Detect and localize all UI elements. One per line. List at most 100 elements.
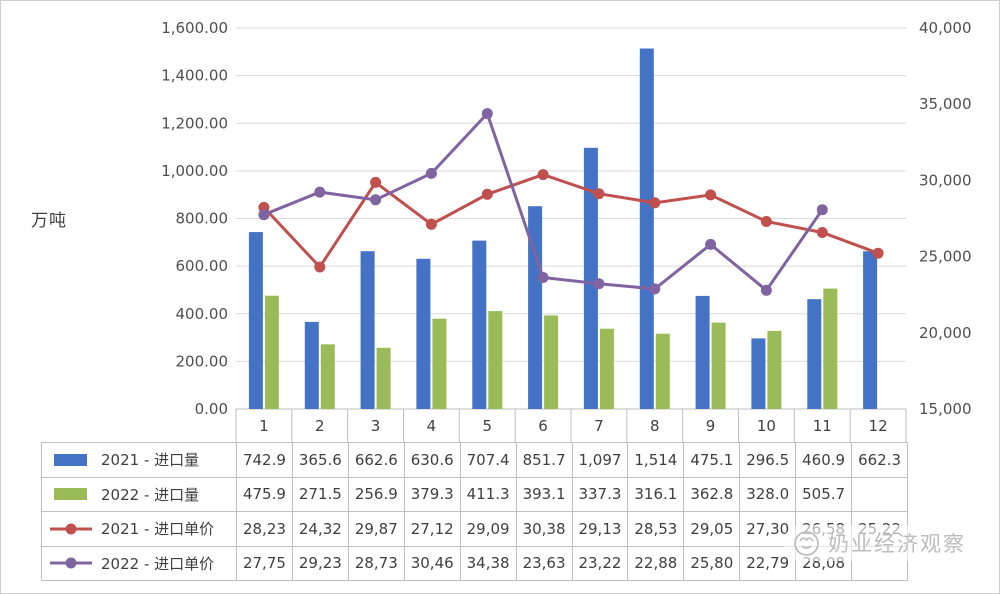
left-axis-tick-label: 1,400.00 <box>161 67 228 85</box>
x-axis-category-label: 10 <box>757 417 776 435</box>
bar-2021 - 进口量 <box>751 338 766 409</box>
bar-2021 - 进口量 <box>360 251 375 409</box>
watermark: 奶业经济观察 <box>783 525 976 561</box>
table-cell: 328.0 <box>740 477 797 512</box>
table-cell: 707.4 <box>460 443 517 478</box>
bar-2021 - 进口量 <box>248 232 263 409</box>
legend-key-cell: 2021 - 进口量 <box>42 443 237 478</box>
table-cell: 742.9 <box>237 443 293 478</box>
point-2022 - 进口单价 <box>425 167 437 179</box>
x-axis-category-label: 9 <box>706 417 716 435</box>
bar-2022 - 进口量 <box>823 288 838 409</box>
table-cell: 662.3 <box>852 443 908 478</box>
bar-2021 - 进口量 <box>807 299 822 409</box>
bar-2021 - 进口量 <box>304 321 319 409</box>
x-axis-category-label: 12 <box>869 417 888 435</box>
table-row: 2022 - 进口单价 27,75 29,23 28,73 30,46 34,38 23,6… <box>42 546 908 581</box>
table-cell: 22,88 <box>628 546 685 581</box>
x-axis-category-label: 4 <box>427 417 437 435</box>
table-cell: 630.6 <box>404 443 461 478</box>
table-cell: 337.3 <box>572 477 629 512</box>
table-cell: 1,097 <box>572 443 629 478</box>
table-cell: 29,23 <box>292 546 349 581</box>
bar-2021 - 进口量 <box>863 251 878 409</box>
point-2022 - 进口单价 <box>314 186 326 198</box>
point-2022 - 进口单价 <box>649 283 661 295</box>
table-cell: 256.9 <box>348 477 405 512</box>
table-row: 2022 - 进口量 475.9 271.5 256.9 379.3 411.3 393.1… <box>42 477 908 512</box>
left-axis-tick-label: 1,600.00 <box>161 19 228 37</box>
bar-2022 - 进口量 <box>264 295 279 409</box>
bar-2022 - 进口量 <box>767 330 782 409</box>
table-row: 2021 - 进口量 742.9 365.6 662.6 630.6 707.4 851.7… <box>42 443 908 478</box>
table-row: 2021 - 进口单价 28,23 24,32 29,87 27,12 29,09 30,3… <box>42 512 908 547</box>
table-cell: 29,05 <box>684 512 741 547</box>
x-axis-category-label: 8 <box>650 417 660 435</box>
watermark-text: 奶业经济观察 <box>828 532 966 556</box>
table-cell: 505.7 <box>796 477 853 512</box>
table-cell: 362.8 <box>684 477 741 512</box>
table-cell: 34,38 <box>460 546 517 581</box>
bar-2021 - 进口量 <box>583 147 598 410</box>
point-2021 - 进口单价 <box>872 247 884 259</box>
table-cell: 29,87 <box>348 512 405 547</box>
point-2022 - 进口单价 <box>760 284 772 296</box>
table-cell: 393.1 <box>516 477 573 512</box>
point-2021 - 进口单价 <box>816 227 828 238</box>
right-axis-tick-label: 30,000 <box>919 171 972 189</box>
bar-2022 - 进口量 <box>544 315 559 409</box>
table-cell: 296.5 <box>740 443 797 478</box>
left-axis-tick-label: 800.00 <box>176 210 229 228</box>
left-axis-tick-label: 200.00 <box>176 352 229 370</box>
y-axis-unit-label: 万吨 <box>31 211 67 231</box>
table-cell: 316.1 <box>628 477 685 512</box>
legend-key-cell: 2021 - 进口单价 <box>42 512 237 547</box>
bar-2021 - 进口量 <box>416 258 431 409</box>
point-2021 - 进口单价 <box>593 188 605 200</box>
table-cell: 28,73 <box>348 546 405 581</box>
point-2021 - 进口单价 <box>314 261 326 273</box>
table-cell: 22,79 <box>740 546 797 581</box>
table-cell: 411.3 <box>460 477 517 512</box>
left-axis-tick-label: 0.00 <box>195 400 228 418</box>
bar-2022 - 进口量 <box>655 333 670 409</box>
right-axis-tick-label: 40,000 <box>919 19 972 37</box>
bar-2021 - 进口量 <box>528 206 543 409</box>
bar-legend-marker-icon <box>54 453 87 466</box>
table-cell: 23,22 <box>572 546 629 581</box>
point-2022 - 进口单价 <box>258 209 270 221</box>
table-cell: 271.5 <box>292 477 349 512</box>
legend-label: 2021 - 进口单价 <box>101 520 215 539</box>
point-2021 - 进口单价 <box>705 189 717 201</box>
right-axis-tick-label: 20,000 <box>919 324 972 342</box>
left-axis-tick-label: 1,200.00 <box>161 114 228 132</box>
table-cell: 379.3 <box>404 477 461 512</box>
x-axis-category-label: 3 <box>371 417 381 435</box>
bar-2021 - 进口量 <box>472 240 487 409</box>
x-axis-category-label: 6 <box>538 417 548 435</box>
line-legend-marker-icon <box>50 557 92 569</box>
point-2022 - 进口单价 <box>370 194 382 206</box>
table-cell: 24,32 <box>292 512 349 547</box>
x-axis-category-label: 7 <box>594 417 604 435</box>
legend-key-cell: 2022 - 进口量 <box>42 477 237 512</box>
watermark-logo-icon <box>794 530 819 556</box>
bar-2021 - 进口量 <box>695 295 710 409</box>
right-axis-tick-label: 35,000 <box>919 95 972 113</box>
table-cell <box>852 546 908 581</box>
x-axis-category-label: 1 <box>259 417 269 435</box>
point-2021 - 进口单价 <box>370 176 382 188</box>
point-2021 - 进口单价 <box>760 216 772 227</box>
table-cell: 1,514 <box>628 443 685 478</box>
table-cell: 460.9 <box>796 443 853 478</box>
bar-2022 - 进口量 <box>432 318 447 409</box>
point-2021 - 进口单价 <box>649 197 661 209</box>
combo-chart: 0.00 200.00 400.00 600.00 800.00 1,000.00 1,20… <box>161 19 972 442</box>
bar-2022 - 进口量 <box>599 328 614 409</box>
table-cell: 365.6 <box>292 443 349 478</box>
legend-key-cell: 2022 - 进口单价 <box>42 546 237 581</box>
table-cell: 28,53 <box>628 512 685 547</box>
point-2021 - 进口单价 <box>537 169 549 181</box>
point-2022 - 进口单价 <box>593 278 605 290</box>
bar-2022 - 进口量 <box>711 322 726 409</box>
